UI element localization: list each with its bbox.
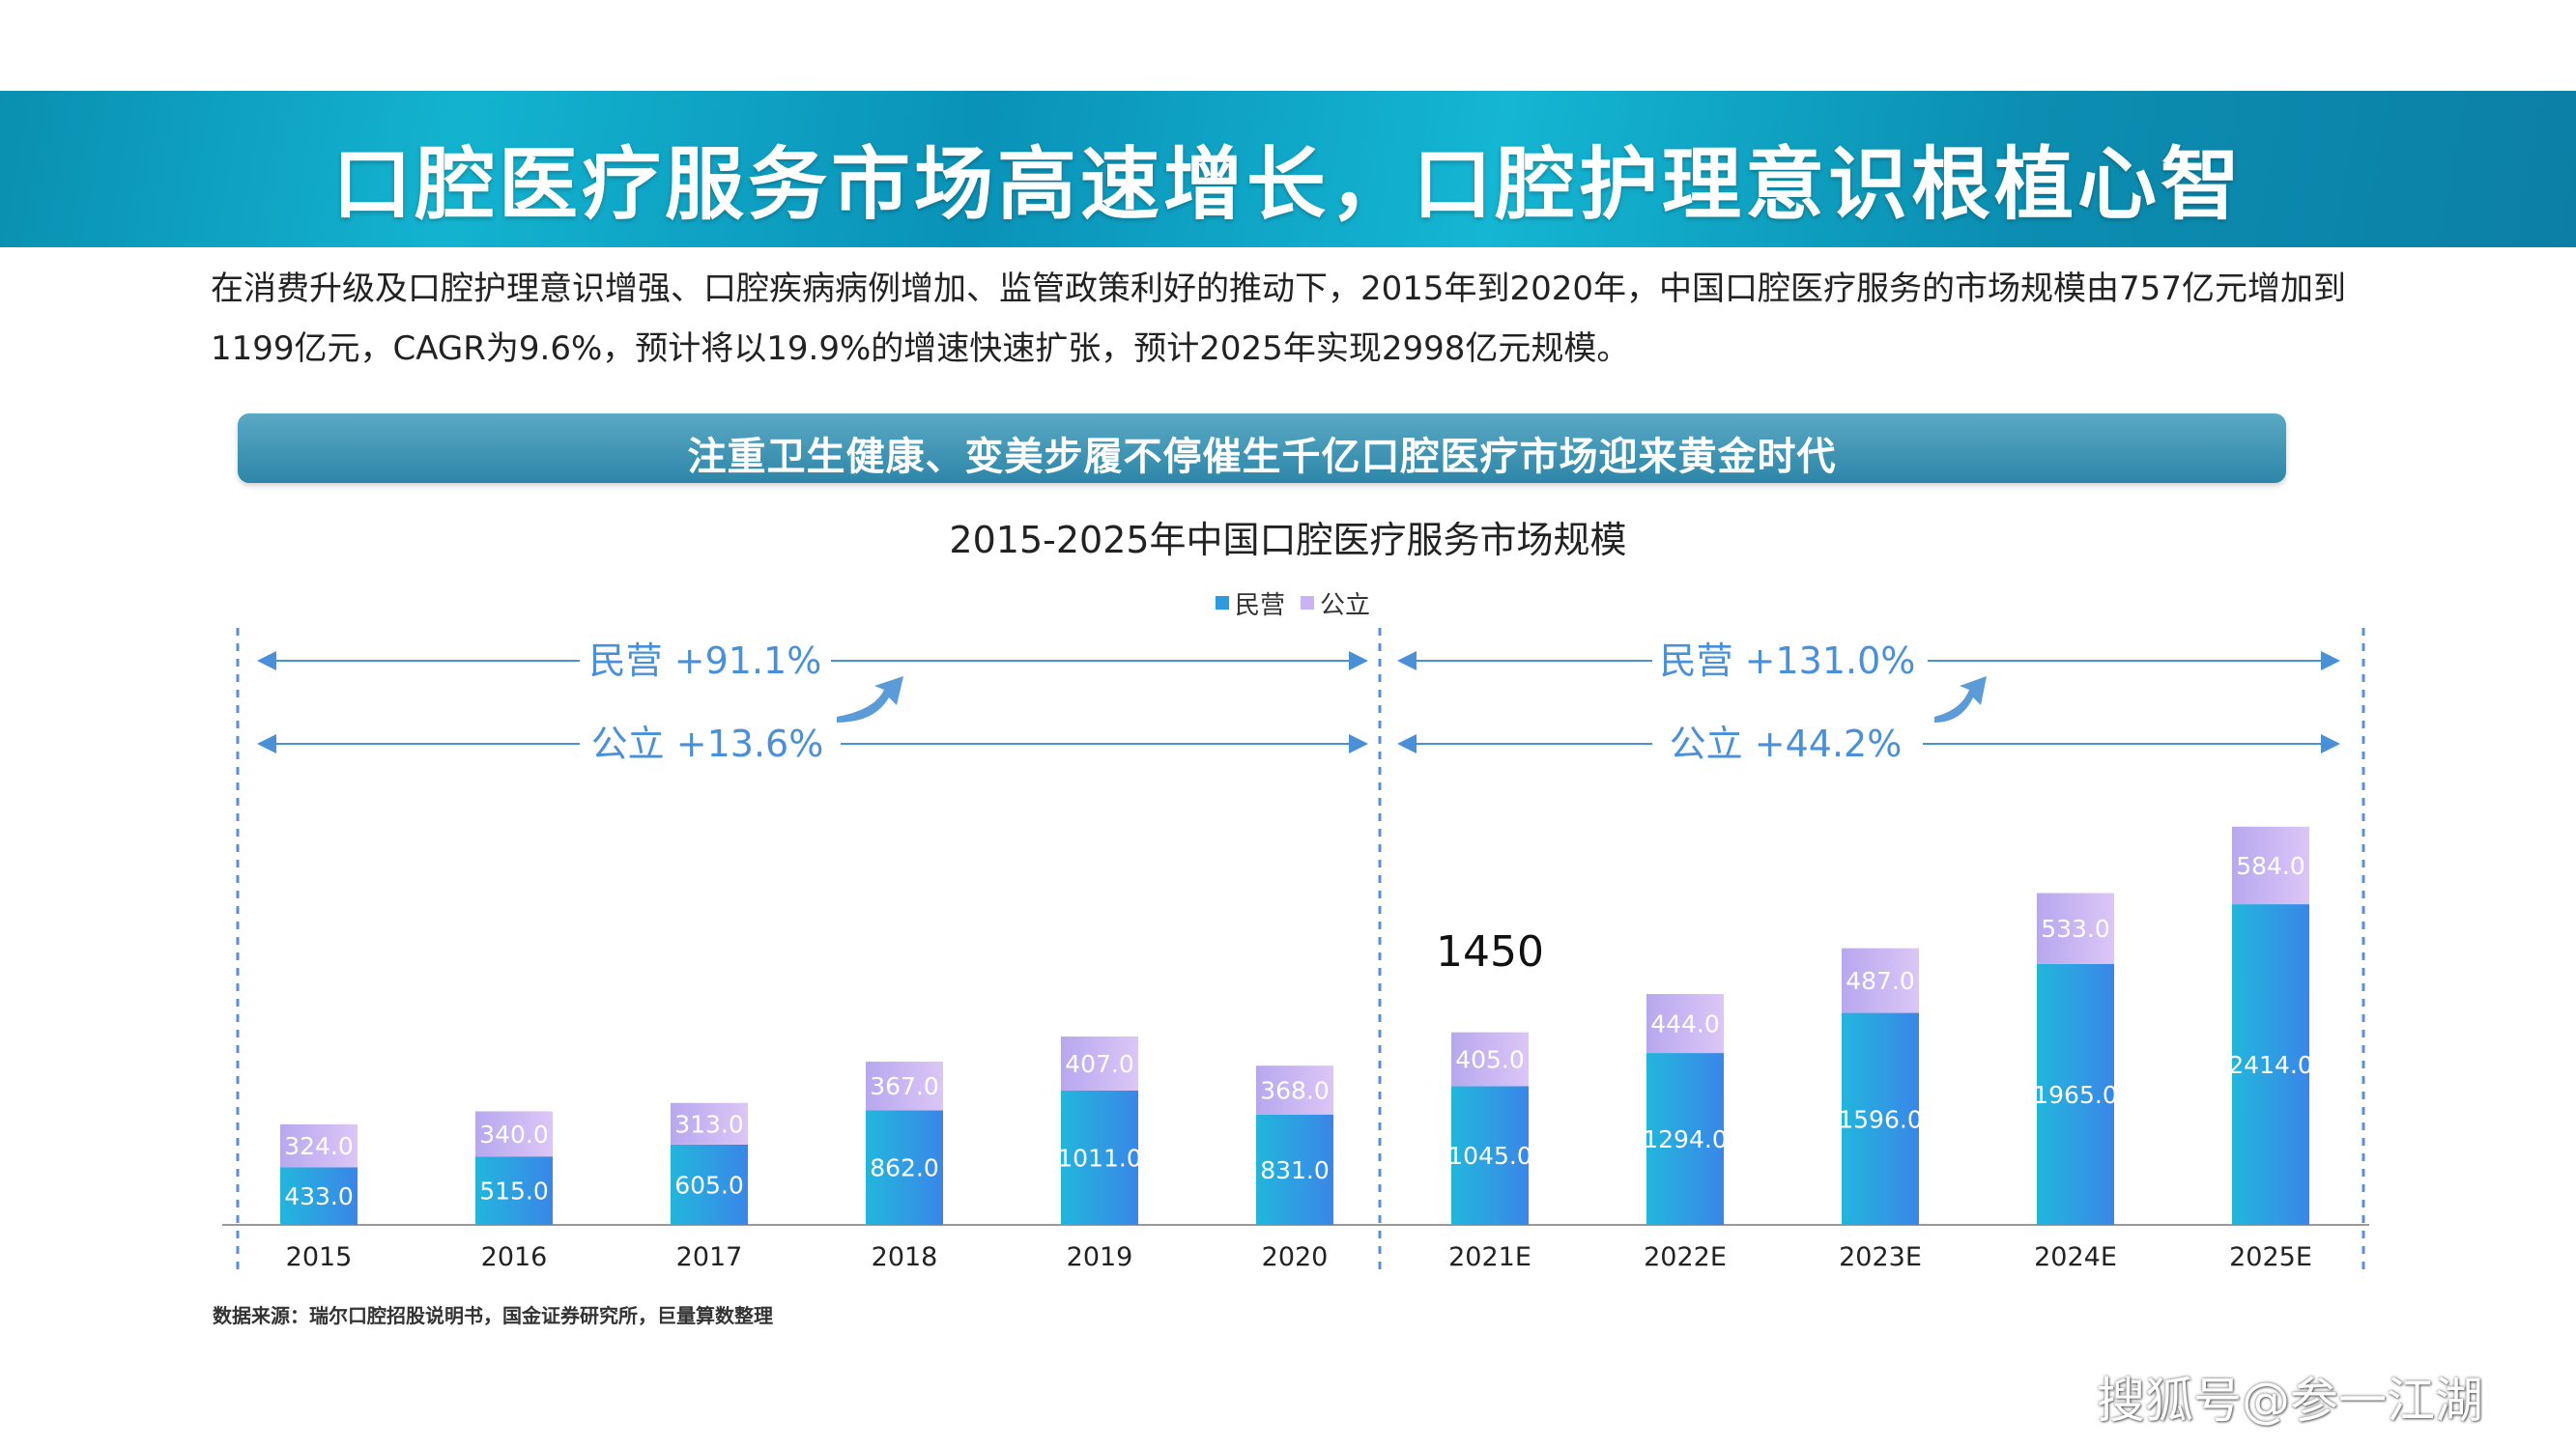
x-tick-label-2015: 2015 [286,1242,353,1272]
data-label-public-2018: 367.0 [870,1072,939,1100]
data-label-private-2020: 831.0 [1260,1156,1330,1184]
bar-private-2025E [2232,904,2309,1225]
data-label-private-2023E: 1596.0 [1838,1105,1922,1133]
data-label-public-2021E: 405.0 [1455,1045,1525,1073]
page-title: 口腔医疗服务市场高速增长，口腔护理意识根植心智 [331,139,2244,231]
x-tick-label-2019: 2019 [1067,1242,1133,1272]
data-label-public-2020: 368.0 [1260,1076,1330,1104]
labels-group: 433.0 324.0 2015 515.0 340.0 2016 605.0 313.0 20… [284,852,2313,1272]
label-bg-left-private [580,638,831,684]
data-label-private-2018: 862.0 [870,1154,939,1182]
trend-arrow-icon-right [1934,676,1987,723]
callout-2021-total: 1450 [1436,927,1544,977]
x-tick-label-2025E: 2025E [2229,1242,2312,1272]
bar-public-2023E [1842,948,1919,1013]
bar-public-2016 [475,1111,553,1157]
x-tick-label-2023E: 2023E [1839,1242,1922,1272]
annotation-left-public: 公立 +13.6% [591,723,824,765]
bar-public-2025E [2232,826,2309,905]
bar-public-2021E [1451,1032,1529,1087]
x-tick-label-2020: 2020 [1262,1242,1329,1272]
data-label-public-2017: 313.0 [674,1110,744,1138]
x-tick-label-2022E: 2022E [1644,1242,1727,1272]
annotation-left-private: 民营 +91.1% [589,639,822,682]
bar-private-2018 [866,1110,943,1225]
bar-public-2019 [1061,1037,1138,1091]
bar-public-2018 [866,1062,943,1111]
bar-private-2015 [280,1167,358,1225]
data-label-private-2017: 605.0 [674,1171,744,1199]
data-label-public-2016: 340.0 [479,1121,549,1149]
label-bg-right-public [1652,721,1923,767]
data-label-public-2022E: 444.0 [1650,1010,1720,1038]
source-note: 数据来源：瑞尔口腔招股说明书，国金证券研究所，巨量算数整理 [213,1304,773,1327]
label-bg-right-private [1652,638,1928,684]
bar-public-2022E [1646,994,1724,1054]
legend-label-private: 民营 [1235,590,1286,620]
data-label-public-2023E: 487.0 [1846,967,1915,995]
annotation-right-public: 公立 +44.2% [1670,723,1903,765]
data-label-public-2025E: 584.0 [2236,852,2305,880]
legend-swatch-public [1301,596,1315,610]
data-label-private-2024E: 1965.0 [2033,1081,2117,1109]
bar-public-2024E [2037,893,2114,964]
label-bg-left-public [580,721,841,767]
watermark: 搜狐号@参一江湖 [2097,1373,2483,1429]
bar-private-2016 [475,1156,553,1225]
bars-group [280,826,2309,1225]
bar-private-2019 [1061,1090,1138,1225]
bar-private-2022E [1646,1053,1724,1225]
x-tick-label-2018: 2018 [872,1242,938,1272]
x-tick-label-2024E: 2024E [2034,1242,2117,1272]
trend-arrow-icon-left [837,676,903,723]
x-tick-label-2021E: 2021E [1448,1242,1531,1272]
legend-label-public: 公立 [1320,590,1371,620]
chart-title: 2015-2025年中国口腔医疗服务市场规模 [949,519,1627,561]
bar-private-2024E [2037,963,2114,1225]
data-label-private-2015: 433.0 [284,1182,354,1210]
data-label-private-2022E: 1294.0 [1643,1125,1727,1153]
bar-public-2020 [1256,1065,1333,1115]
data-label-private-2025E: 2414.0 [2228,1051,2312,1079]
legend-swatch-private [1216,596,1229,610]
bar-private-2017 [671,1144,748,1225]
data-label-public-2019: 407.0 [1065,1050,1134,1078]
section-banner-text: 注重卫生健康、变美步履不停催生千亿口腔医疗市场迎来黄金时代 [687,435,1837,479]
bar-public-2015 [280,1123,358,1168]
bar-private-2023E [1842,1012,1919,1225]
data-label-public-2024E: 533.0 [2041,915,2110,943]
legend-item-private: 民营 [1216,585,1285,621]
bar-public-2017 [671,1102,748,1145]
data-label-private-2021E: 1045.0 [1447,1142,1531,1170]
title-banner: 口腔医疗服务市场高速增长，口腔护理意识根植心智 [0,91,2576,247]
x-tick-label-2017: 2017 [676,1242,743,1272]
chart-legend: 民营 公立 [1216,585,1370,620]
intro-paragraph: 在消费升级及口腔护理意识增强、口腔疾病病例增加、监管政策利好的推动下，2015年… [211,270,2346,368]
bar-private-2021E [1451,1086,1529,1225]
bar-chart: 民营 +91.1% 公立 +13.6% 民营 +131.0% 公立 +44.2%… [222,628,2369,1277]
bar-private-2020 [1256,1114,1333,1225]
legend-item-public: 公立 [1301,585,1370,621]
data-label-private-2016: 515.0 [479,1178,549,1206]
data-label-public-2015: 324.0 [284,1132,354,1160]
section-banner: 注重卫生健康、变美步履不停催生千亿口腔医疗市场迎来黄金时代 [238,413,2286,483]
data-label-private-2019: 1011.0 [1057,1144,1141,1172]
annotation-right-private: 民营 +131.0% [1660,639,1916,682]
x-tick-label-2016: 2016 [481,1242,548,1272]
